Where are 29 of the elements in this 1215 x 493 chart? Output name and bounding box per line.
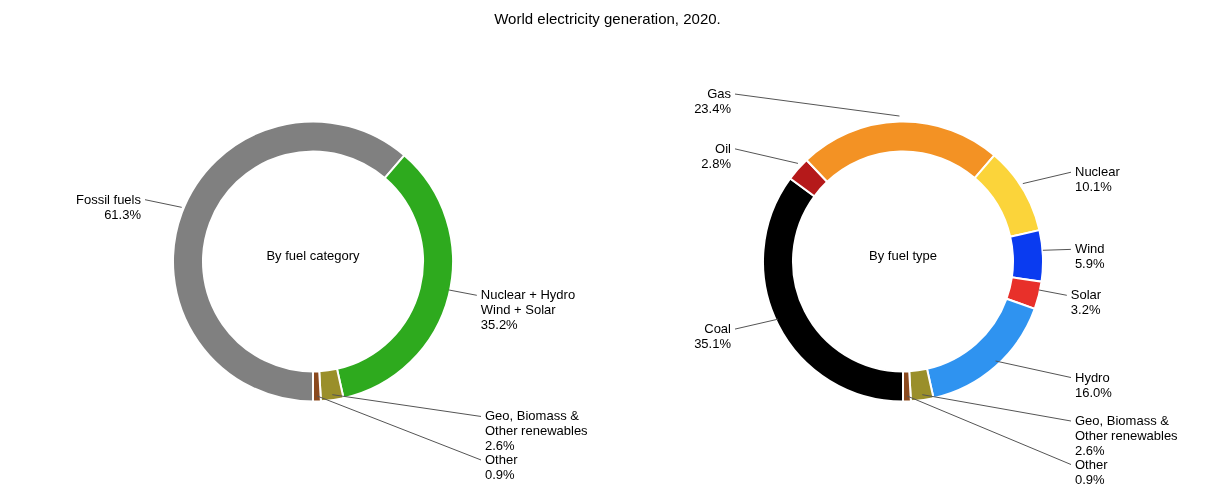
slice-label: Solar [1070, 287, 1102, 303]
data-label: 0.9% [484, 466, 515, 482]
data-label: 35.2% [480, 317, 518, 333]
text: By fuel type [868, 248, 937, 263]
chart-title: World electricity generation, 2020. [493, 9, 722, 29]
slice-label: Geo, Biomass & Other renewables [484, 408, 588, 439]
data-label: 10.1% [1074, 179, 1112, 195]
slice-label: Gas [706, 86, 731, 102]
slice-label: Nuclear + Hydro Wind + Solar [480, 287, 575, 318]
slice-label: Oil [714, 140, 731, 156]
data-label: 2.6% [484, 438, 515, 454]
data-label: 0.9% [1074, 471, 1105, 487]
data-label: 23.4% [693, 101, 731, 117]
data-label: 5.9% [1074, 256, 1105, 272]
data-label: 61.3% [103, 206, 141, 222]
slice-label: Other [484, 451, 518, 467]
data-label: 2.8% [700, 155, 731, 171]
slice-label: Fossil fuels [75, 191, 141, 207]
slice-label: Wind [1074, 241, 1105, 257]
data-label: 3.2% [1070, 302, 1101, 318]
data-label: 35.1% [693, 336, 731, 352]
text: By fuel category [265, 248, 360, 263]
slice-label: Hydro [1074, 369, 1110, 385]
data-label: 16.0% [1074, 384, 1112, 400]
slice-label: Other [1074, 456, 1108, 472]
slice-label: Coal [703, 321, 731, 337]
slice-label: Geo, Biomass & Other renewables [1074, 413, 1178, 444]
slice-label: Nuclear [1074, 164, 1120, 180]
data-label: 2.6% [1074, 443, 1105, 459]
